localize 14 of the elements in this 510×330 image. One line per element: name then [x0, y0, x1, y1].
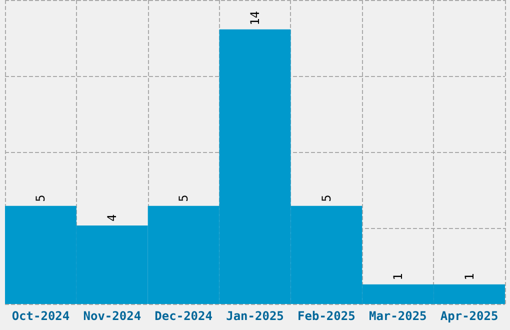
data-label: 5 — [34, 194, 48, 202]
data-label: 5 — [176, 194, 191, 202]
x-tick-label: Dec-2024 — [154, 309, 212, 323]
data-label: 1 — [390, 273, 405, 280]
x-tick-label: Mar-2025 — [368, 309, 427, 323]
data-label: 1 — [462, 273, 476, 280]
x-tick-label: Nov-2024 — [83, 309, 142, 323]
data-label: 5 — [319, 194, 334, 202]
x-tick-label: Oct-2024 — [12, 309, 70, 323]
x-tick-label: Jan-2025 — [226, 309, 284, 323]
x-tick-label: Feb-2025 — [298, 309, 356, 323]
x-tick-label: Apr-2025 — [440, 309, 498, 323]
data-label: 4 — [105, 214, 120, 222]
data-label: 14 — [248, 10, 262, 26]
